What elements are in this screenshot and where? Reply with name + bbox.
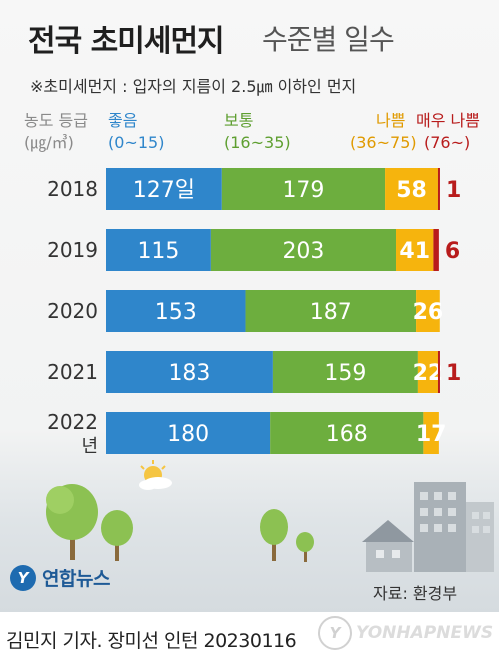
bar-2019-bad <box>396 229 434 271</box>
value-label-2020-bad: 26 <box>413 300 444 325</box>
legend-normal: 보통 (16~35) <box>224 110 291 154</box>
value-label-2021-good: 183 <box>168 361 210 386</box>
year-label-2018: 2018 <box>47 177 98 201</box>
watermark-text: YONHAPNEWS <box>356 623 494 643</box>
year-label-2020: 2020 <box>47 299 98 323</box>
page-title: 전국 초미세먼지 <box>28 24 225 59</box>
bar-2019-very-bad <box>433 229 439 271</box>
yonhap-logo-mark: Y <box>10 564 36 591</box>
watermark-mark-icon: Y <box>318 616 352 650</box>
bar-2019-good <box>106 229 211 271</box>
legend-good: 좋음 (0~15) <box>108 110 164 154</box>
legend-very-bad: 매우 나쁨 (76~) <box>416 110 480 154</box>
bar-2020-normal <box>245 290 417 332</box>
legend-normal-range: (16~35) <box>224 133 291 152</box>
legend-very-bad-range: (76~) <box>424 133 471 152</box>
value-label-2021-very-bad: 1 <box>446 361 461 386</box>
yonhap-logo-text: 연합뉴스 <box>42 568 110 590</box>
year-label-2021: 2021 <box>47 360 98 384</box>
value-label-2022-bad: 17 <box>416 422 447 447</box>
bar-2021-good <box>106 351 273 393</box>
value-label-2019-bad: 41 <box>399 239 430 264</box>
city-buildings-icon <box>362 482 494 572</box>
value-label-2018-good: 127일 <box>133 178 195 203</box>
value-label-2019-very-bad: 6 <box>445 239 460 264</box>
bar-2018-very-bad <box>437 168 440 210</box>
bar-2018-good <box>106 168 222 210</box>
year-label-2019: 2019 <box>47 238 98 262</box>
page-subtitle: 수준별 일수 <box>262 23 395 56</box>
value-label-2020-normal: 187 <box>310 300 352 325</box>
source-text: 자료: 환경부 <box>373 584 458 603</box>
legend-bad-range: (36~75) <box>350 133 417 152</box>
bar-2022-normal <box>270 412 424 454</box>
year-suffix-label: 년 <box>81 436 98 457</box>
value-label-2019-good: 115 <box>137 239 179 264</box>
legend-good-range: (0~15) <box>108 133 165 152</box>
bar-2019-normal <box>210 229 397 271</box>
bar-2020-good <box>106 290 246 332</box>
legend-axis-label: 농도 등급 (㎍/㎥) <box>24 110 88 154</box>
bar-2021-bad <box>417 351 438 393</box>
sun-cloud-icon <box>139 460 172 490</box>
value-label-2018-normal: 179 <box>282 178 324 203</box>
legend-good-label: 좋음 <box>108 111 138 130</box>
value-label-2020-good: 153 <box>155 300 197 325</box>
bar-2021-very-bad <box>437 351 440 393</box>
chart: 2018 127일 179 58 1 2019 115 203 41 6 2020 153 187 26 2… <box>46 168 494 572</box>
bar-2018-normal <box>221 168 386 210</box>
credit-line: 김민지 기자. 장미선 인턴 20230116 <box>6 630 297 652</box>
bars-layer: 2018 127일 179 58 1 2019 115 203 41 6 2020 153 187 26 2… <box>47 168 461 457</box>
watermark: Y YONHAPNEWS <box>318 616 493 650</box>
bar-2021-normal <box>272 351 418 393</box>
bar-2022-good <box>106 412 271 454</box>
infographic-card: 전국 초미세먼지 수준별 일수 ※초미세먼지 : 입자의 지름이 2.5㎛ 이하… <box>0 0 499 612</box>
bar-2018-bad <box>385 168 438 210</box>
scenery <box>46 460 494 572</box>
bar-2022-bad <box>423 412 439 454</box>
definition-note: ※초미세먼지 : 입자의 지름이 2.5㎛ 이하인 먼지 <box>30 77 357 96</box>
value-label-2021-normal: 159 <box>324 361 366 386</box>
legend-normal-label: 보통 <box>224 111 254 130</box>
value-label-2018-very-bad: 1 <box>446 178 461 203</box>
legend-axis-label-line1: 농도 등급 <box>24 111 88 130</box>
legend-axis-label-line2: (㎍/㎥) <box>24 133 74 152</box>
legend-bad: 나쁨 (36~75) <box>350 110 417 154</box>
value-label-2022-good: 180 <box>167 422 209 447</box>
legend-very-bad-label: 매우 나쁨 <box>416 111 480 130</box>
value-label-2018-bad: 58 <box>396 178 427 203</box>
value-label-2019-normal: 203 <box>282 239 324 264</box>
year-label-2022: 2022 <box>47 410 98 434</box>
value-label-2022-normal: 168 <box>326 422 368 447</box>
legend-bad-label: 나쁨 <box>376 111 406 130</box>
yonhap-logo: Y 연합뉴스 <box>10 564 110 591</box>
tree-icon <box>46 484 314 562</box>
bar-2020-bad <box>416 290 440 332</box>
